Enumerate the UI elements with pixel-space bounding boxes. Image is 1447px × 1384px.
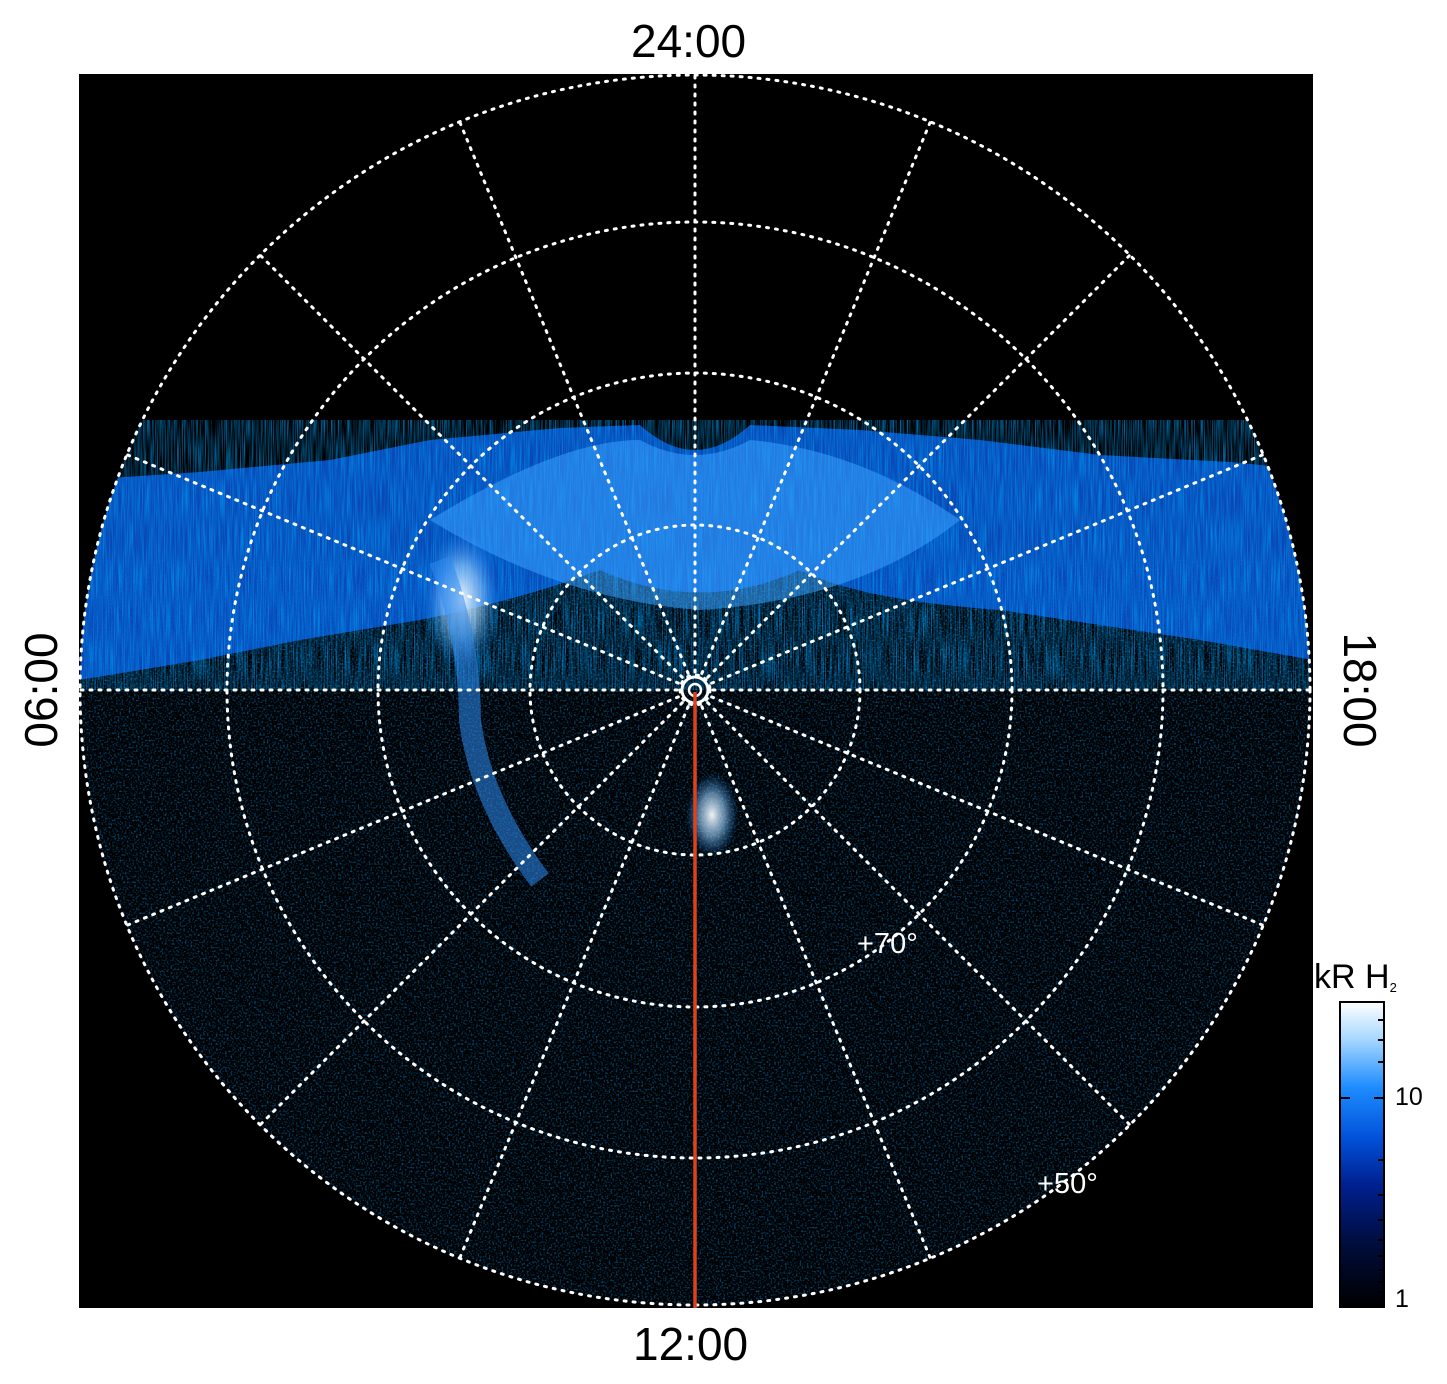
meridian-line — [706, 253, 1132, 679]
meridian-line — [258, 253, 684, 679]
noon-spot — [686, 773, 738, 857]
meridian-line — [125, 695, 680, 927]
colorbar-ticks — [1340, 1019, 1384, 1293]
colorbar-tick-label: 10 — [1395, 1083, 1423, 1111]
meridian-line — [706, 701, 1132, 1127]
local-time-label-top: 24:00 — [631, 15, 747, 67]
colorbar-title: kR H2 — [1314, 960, 1397, 994]
colorbar — [1339, 1001, 1385, 1308]
colorbar-title-subscript: 2 — [1389, 980, 1397, 995]
meridian-line — [710, 695, 1265, 927]
dawn-arc — [429, 556, 549, 887]
latitude-label-50: +50° — [1037, 1168, 1098, 1200]
local-time-label-bottom: 12:00 — [633, 1318, 749, 1370]
meridian-line — [458, 120, 690, 675]
local-time-label-right: 18:00 — [1334, 632, 1386, 748]
latitude-label-70: +70° — [857, 928, 918, 960]
meridian-line — [710, 453, 1265, 685]
local-time-label-left: 06:00 — [15, 632, 67, 748]
meridian-line — [700, 120, 932, 675]
local-time-grid — [79, 74, 1312, 1307]
colorbar-tick-label: 1 — [1395, 1285, 1409, 1313]
colorbar-title-main: kR H — [1314, 958, 1390, 996]
meridian-line — [700, 705, 932, 1260]
meridian-line — [125, 453, 680, 685]
meridian-line — [458, 705, 690, 1260]
meridian-line — [258, 701, 684, 1127]
